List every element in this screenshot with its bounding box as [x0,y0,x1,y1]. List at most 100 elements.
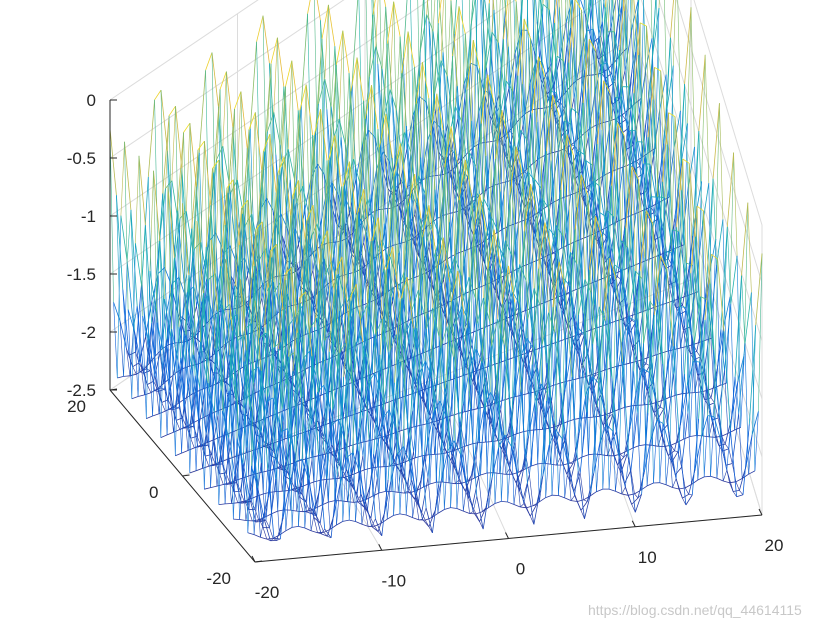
mesh-segment [631,0,639,70]
mesh-segment [563,0,567,62]
mesh-segment [191,228,196,338]
mesh-segment [175,452,182,457]
mesh-segment [203,292,211,394]
mesh-segment [338,30,344,120]
mesh-segment [136,306,142,364]
mesh-segment [458,6,463,170]
mesh-segment [146,384,152,393]
mesh-segment [517,18,525,76]
mesh-segment [701,54,706,182]
mesh-segment [451,413,459,416]
mesh-segment [294,110,299,180]
mesh-segment [585,39,590,161]
mesh-segment [153,352,161,382]
mesh-segment [542,151,547,257]
mesh-segment [469,152,477,168]
mesh-segment [536,4,544,47]
mesh-segment [495,158,500,269]
mesh-segment [533,0,540,88]
mesh-segment [189,354,194,473]
mesh-segment [297,378,305,441]
mesh-segment [200,341,208,381]
mesh-segment [224,199,232,277]
mesh-segment [600,0,603,22]
mesh-segment [591,0,595,95]
mesh-segment [558,7,566,105]
mesh-segment [573,327,578,420]
mesh-segment [548,9,557,58]
mesh-segment [522,329,527,354]
mesh-segment [198,421,203,469]
mesh-segment [399,36,404,185]
mesh-segment [204,487,211,490]
mesh-segment [230,319,235,458]
mesh-segment [136,306,144,374]
mesh-segment [523,18,531,39]
mesh-segment [399,143,407,189]
mesh-segment [668,112,676,117]
mesh-segment [234,108,239,267]
mesh-segment [203,292,208,381]
mesh-segment [593,212,601,244]
mesh-segment [621,114,626,120]
mesh-segment [357,213,362,319]
mesh-segment [351,213,357,322]
mesh-segment [262,15,270,64]
mesh-segment [189,470,197,474]
mesh-segment [437,0,441,128]
mesh-segment [516,431,524,434]
mesh-segment [610,0,615,90]
mesh-segment [229,179,234,305]
mesh-segment [310,163,318,178]
mesh-segment [178,203,183,327]
mesh-segment [652,7,660,56]
mesh-segment [452,295,457,360]
mesh-segment [583,196,588,237]
mesh-segment [389,1,394,90]
mesh-segment [440,60,448,77]
mesh-segment [570,123,578,156]
mesh-segment [329,411,337,460]
mesh-segment [169,392,174,433]
mesh-segment [193,354,201,388]
mesh-segment [618,298,626,328]
mesh-segment [432,93,438,220]
mesh-segment [183,122,191,133]
mesh-segment [515,1,523,85]
mesh-segment [393,176,398,292]
mesh-segment [608,278,616,341]
mesh-segment [285,280,290,363]
mesh-segment [609,0,612,28]
mesh-segment [219,473,224,485]
mesh-segment [349,161,357,214]
mesh-segment [390,176,395,297]
mesh-segment [148,341,153,417]
mesh-segment [395,170,400,258]
mesh-segment [594,94,599,180]
mesh-segment [336,30,344,65]
mesh-segment [612,0,616,98]
mesh-segment [642,151,650,158]
mesh-segment [223,187,228,310]
mesh-segment [238,386,243,430]
mesh-segment [589,39,594,181]
mesh-segment [452,55,457,193]
mesh-segment [439,88,447,151]
mesh-segment [668,112,673,230]
mesh-segment [607,185,612,293]
mesh-segment [515,263,523,312]
mesh-segment [411,289,419,311]
mesh-segment [211,52,219,107]
mesh-segment [509,322,515,358]
mesh-segment [280,156,285,283]
mesh-segment [525,113,533,216]
mesh-segment [441,279,449,334]
mesh-segment [410,66,415,153]
mesh-segment [306,220,311,329]
mesh-segment [645,178,650,261]
mesh-segment [568,281,576,336]
mesh-segment [557,285,565,348]
mesh-segment [326,109,331,200]
mesh-segment [622,0,626,87]
mesh-segment [596,143,602,247]
